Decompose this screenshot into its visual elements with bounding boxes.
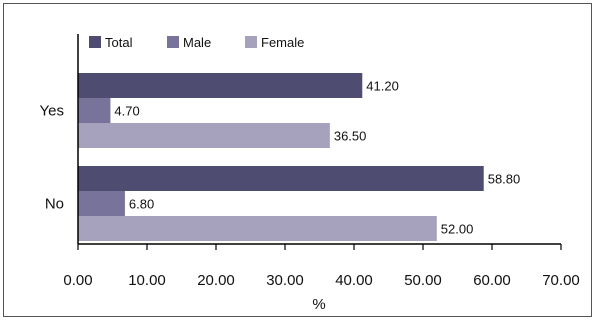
axes: Yes No 0.00 10.00 20.00 30.00 40.00 50.00 60.00 7… [40,34,580,289]
bar-male-yes [78,98,111,123]
x-tick-label: 0.00 [63,272,92,289]
data-label: 4.70 [114,104,139,119]
data-label: 41.20 [366,79,399,94]
bar-male-no [78,191,125,216]
x-tick-label: 20.00 [197,272,235,289]
x-axis-label: % [312,296,325,313]
x-tick-label: 30.00 [266,272,304,289]
bars: 41.20 4.70 36.50 58.80 6.80 52.00 [78,73,520,241]
legend-swatch-total [89,36,101,48]
data-label: 6.80 [129,197,154,212]
legend-label-male: Male [183,35,211,50]
y-tick-label: Yes [40,103,64,120]
legend-swatch-female [245,36,257,48]
data-label: 52.00 [441,222,474,237]
bar-total-no [78,166,484,191]
legend: Total Male Female [89,35,304,50]
x-tick-label: 70.00 [542,272,580,289]
data-label: 36.50 [334,129,367,144]
bar-female-yes [78,123,330,148]
x-tick-label: 40.00 [335,272,373,289]
x-tick-label: 50.00 [404,272,442,289]
x-tick-label: 60.00 [473,272,511,289]
bar-female-no [78,216,437,241]
legend-swatch-male [167,36,179,48]
chart-frame [3,3,592,317]
legend-label-female: Female [261,35,304,50]
bar-total-yes [78,73,363,98]
y-tick-label: No [45,196,64,213]
data-label: 58.80 [488,172,521,187]
x-tick-label: 10.00 [128,272,166,289]
legend-label-total: Total [105,35,133,50]
